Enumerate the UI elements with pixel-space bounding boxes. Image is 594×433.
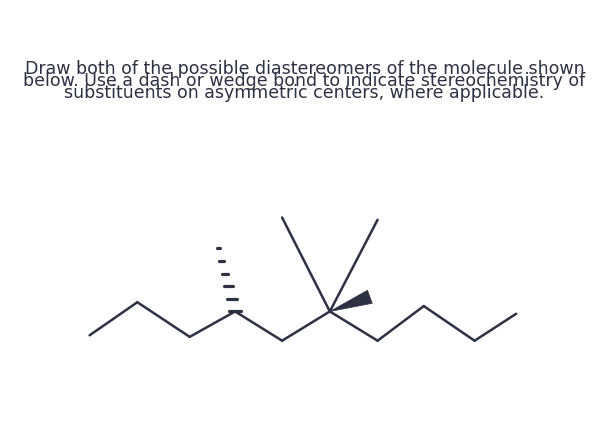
- Text: substituents on asymmetric centers, where applicable.: substituents on asymmetric centers, wher…: [64, 84, 545, 101]
- Polygon shape: [330, 290, 372, 311]
- Text: Draw both of the possible diastereomers of the molecule shown: Draw both of the possible diastereomers …: [24, 61, 584, 78]
- Text: below. Use a dash or wedge bond to indicate stereochemistry of: below. Use a dash or wedge bond to indic…: [23, 72, 586, 90]
